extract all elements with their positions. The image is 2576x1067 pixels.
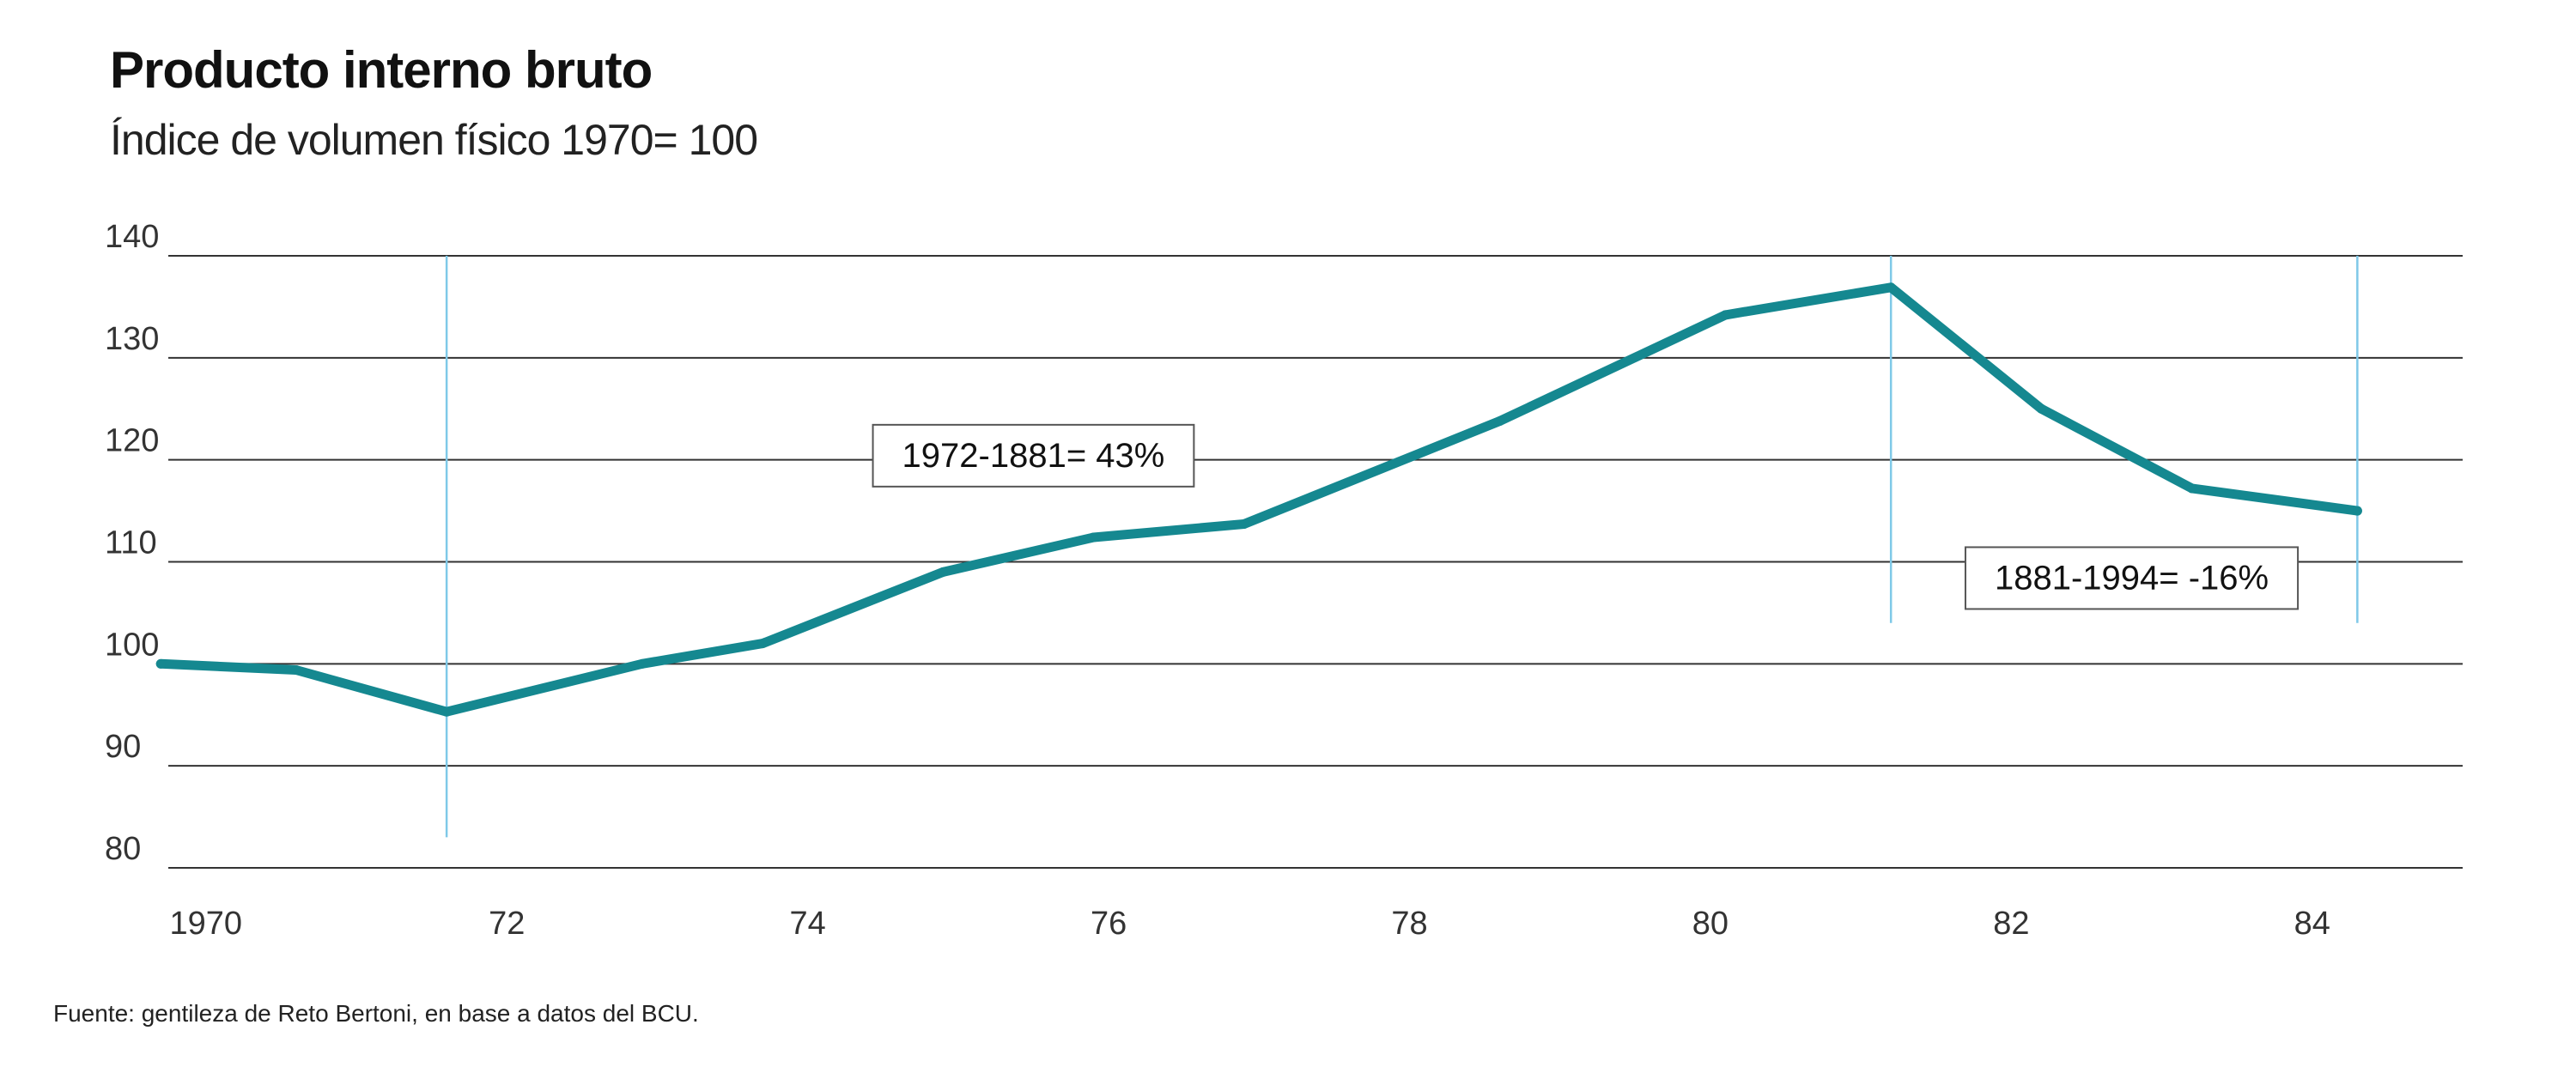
chart-title: Producto interno bruto — [110, 41, 652, 99]
y-tick-label: 130 — [105, 321, 159, 357]
period-markers — [445, 256, 2359, 838]
x-tick-label: 84 — [2294, 906, 2330, 942]
chart-subtitle: Índice de volumen físico 1970= 100 — [110, 116, 757, 164]
annotation-label: 1972-1881= 43% — [902, 437, 1165, 475]
annotations: 1972-1881= 43% 1881-1994= -16% — [872, 423, 2300, 610]
data-point — [637, 658, 647, 669]
data-point — [1089, 532, 1099, 543]
data-point — [1886, 282, 1896, 293]
x-tick-label: 78 — [1391, 906, 1427, 942]
data-point — [938, 567, 948, 577]
series-layer — [155, 282, 2362, 717]
data-point — [291, 664, 301, 675]
data-point — [1495, 416, 1505, 427]
data-point — [1239, 519, 1249, 530]
x-tick-label: 82 — [1993, 906, 2029, 942]
annotation-label: 1881-1994= -16% — [1995, 559, 2269, 597]
data-point — [1720, 310, 1730, 320]
y-tick-label: 110 — [105, 525, 157, 561]
data-point — [2187, 483, 2197, 494]
annotation-box: 1881-1994= -16% — [1964, 546, 2300, 610]
x-tick-label: 72 — [489, 906, 525, 942]
annotation-box: 1972-1881= 43% — [872, 423, 1195, 488]
annotation-frame — [872, 423, 1195, 488]
source-note: Fuente: gentileza de Reto Bertoni, en ba… — [53, 1000, 699, 1027]
annotation-frame — [1964, 546, 2300, 610]
y-tick-label: 80 — [105, 831, 141, 867]
x-tick-label: 80 — [1692, 906, 1728, 942]
data-point — [155, 658, 166, 669]
x-tick-label: 74 — [790, 906, 826, 942]
y-tick-label: 120 — [105, 423, 159, 459]
x-tick-label: 1970 — [170, 906, 243, 942]
y-axis-ticks: 80 90 100 110 120 130 140 — [105, 219, 159, 867]
y-tick-label: 100 — [105, 627, 159, 663]
data-point — [441, 706, 452, 717]
data-point — [2352, 506, 2362, 516]
x-axis-ticks: 1970 72 74 76 78 80 82 84 — [170, 906, 2330, 942]
data-point — [2036, 403, 2046, 414]
data-point — [757, 639, 768, 649]
series-line-0 — [155, 282, 2362, 717]
y-tick-label: 140 — [105, 219, 159, 255]
y-tick-label: 90 — [105, 729, 141, 765]
gridlines — [168, 255, 2463, 869]
x-tick-label: 76 — [1091, 906, 1127, 942]
